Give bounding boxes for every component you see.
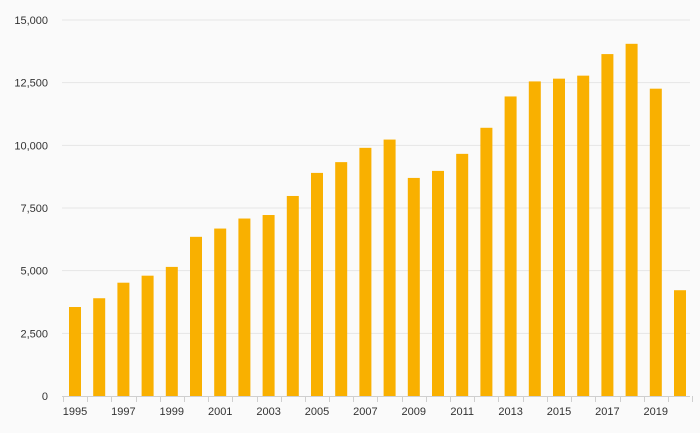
bar-2012 — [480, 127, 493, 396]
x-tick-label: 2013 — [498, 406, 522, 418]
bar-2009 — [407, 177, 420, 396]
bar-2016 — [577, 75, 590, 396]
y-tick-label: 5,000 — [20, 266, 48, 278]
x-tick-label: 2019 — [644, 406, 668, 418]
bar-2014 — [528, 81, 541, 396]
y-tick-label: 0 — [42, 391, 48, 403]
bar-2001 — [214, 228, 227, 396]
y-tick-label: 15,000 — [14, 15, 48, 27]
bar-1997 — [117, 282, 130, 396]
bar-2000 — [190, 236, 202, 396]
x-tick-label: 2017 — [595, 406, 619, 418]
bar-2005 — [311, 172, 323, 396]
bar-1998 — [141, 275, 154, 396]
bar-2020 — [674, 290, 686, 396]
bars — [69, 43, 686, 397]
x-tick-label: 2005 — [305, 406, 329, 418]
x-tick-label: 1999 — [160, 406, 184, 418]
y-tick-label: 10,000 — [14, 140, 48, 152]
x-tick-label: 1997 — [111, 406, 135, 418]
bar-1996 — [93, 298, 106, 396]
bar-2006 — [335, 162, 348, 396]
gridlines — [62, 19, 690, 334]
bar-1995 — [69, 307, 81, 396]
bar-2017 — [601, 54, 614, 396]
x-tick-label: 2015 — [547, 406, 571, 418]
x-axis-ticks: 1995 1997 1999 2001 2003 2005 2007 2009 2011 2013… — [63, 396, 693, 418]
bar-2002 — [238, 218, 251, 396]
bar-2010 — [432, 170, 444, 396]
bar-2004 — [286, 195, 299, 396]
y-tick-label: 2,500 — [20, 328, 48, 340]
y-tick-label: 12,500 — [14, 78, 48, 90]
y-axis-ticks: 0 2,500 5,000 7,500 10,000 12,500 15,000 — [14, 15, 48, 403]
x-tick-label: 2001 — [208, 406, 232, 418]
x-tick-label: 2007 — [353, 406, 377, 418]
bar-2007 — [359, 147, 372, 396]
bar-2018 — [625, 43, 638, 397]
x-tick-label: 1995 — [63, 406, 87, 418]
bar-2011 — [456, 153, 469, 396]
bar-2015 — [553, 78, 565, 396]
bar-2013 — [504, 96, 517, 396]
x-tick-label: 2003 — [256, 406, 280, 418]
bar-2003 — [262, 215, 275, 396]
y-tick-label: 7,500 — [20, 203, 48, 215]
x-tick-label: 2009 — [402, 406, 426, 418]
bar-2019 — [649, 88, 662, 396]
x-tick-label: 2011 — [450, 406, 474, 418]
bar-1999 — [165, 266, 178, 396]
bar-2008 — [383, 139, 396, 396]
